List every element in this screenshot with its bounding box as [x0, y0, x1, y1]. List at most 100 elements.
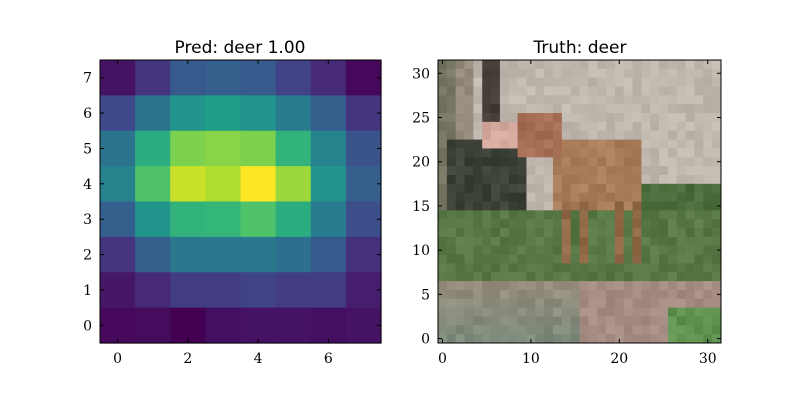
image-pixel	[526, 254, 536, 264]
image-pixel	[703, 298, 713, 309]
image-pixel	[438, 298, 448, 309]
image-pixel	[703, 95, 713, 105]
image-pixel	[641, 228, 651, 238]
image-pixel	[667, 236, 678, 247]
image-pixel	[570, 86, 580, 96]
image-pixel	[588, 174, 598, 185]
image-pixel	[597, 325, 607, 335]
image-pixel	[464, 86, 474, 96]
heatmap-cell	[240, 130, 277, 167]
image-pixel	[464, 289, 474, 300]
image-pixel	[685, 219, 695, 229]
image-pixel	[491, 148, 501, 158]
image-pixel	[614, 281, 625, 291]
image-pixel	[667, 104, 678, 114]
image-pixel	[641, 139, 651, 149]
heatmap-cell	[345, 236, 382, 273]
image-pixel	[676, 272, 687, 282]
image-pixel	[482, 60, 492, 70]
image-pixel	[606, 236, 616, 247]
y-tick-label: 7	[83, 71, 92, 87]
image-pixel	[614, 68, 625, 79]
image-pixel	[552, 210, 563, 220]
image-pixel	[455, 148, 466, 158]
image-pixel	[588, 183, 598, 194]
heatmap-cell	[240, 95, 277, 132]
x-tick-label: 2	[183, 351, 192, 367]
image-pixel	[659, 281, 669, 291]
image-pixel	[694, 130, 704, 141]
image-pixel	[455, 192, 466, 202]
image-pixel	[614, 298, 625, 309]
image-pixel	[597, 281, 607, 291]
image-pixel	[464, 148, 474, 158]
image-pixel	[508, 174, 519, 185]
image-pixel	[676, 148, 687, 158]
image-pixel	[597, 157, 607, 167]
image-pixel	[667, 228, 678, 238]
image-pixel	[438, 307, 448, 317]
image-pixel	[499, 272, 510, 282]
image-pixel	[667, 139, 678, 149]
image-pixel	[508, 139, 519, 149]
y-tick-label: 30	[412, 66, 430, 82]
image-pixel	[676, 219, 687, 229]
image-pixel	[606, 192, 616, 202]
image-pixel	[650, 77, 660, 88]
image-pixel	[517, 219, 527, 229]
y-tick-label: 5	[83, 141, 92, 157]
image-pixel	[650, 104, 660, 114]
image-pixel	[561, 325, 572, 335]
image-pixel	[561, 289, 572, 300]
image-pixel	[579, 210, 589, 220]
image-pixel	[676, 183, 687, 194]
image-pixel	[473, 121, 483, 132]
image-pixel	[517, 113, 527, 123]
image-pixel	[676, 174, 687, 185]
image-pixel	[614, 148, 625, 158]
image-pixel	[438, 139, 448, 149]
heatmap-cell	[310, 201, 347, 238]
heatmap-cell	[275, 307, 312, 344]
image-pixel	[446, 68, 457, 79]
image-pixel	[694, 86, 704, 96]
image-pixel	[552, 60, 563, 70]
image-pixel	[552, 281, 563, 291]
image-pixel	[464, 219, 474, 229]
image-pixel	[464, 334, 474, 344]
image-pixel	[544, 263, 554, 273]
image-pixel	[446, 228, 457, 238]
image-pixel	[446, 219, 457, 229]
image-pixel	[597, 272, 607, 282]
image-pixel	[526, 113, 536, 123]
image-pixel	[535, 228, 545, 238]
image-pixel	[535, 104, 545, 114]
image-pixel	[438, 121, 448, 132]
image-pixel	[632, 157, 642, 167]
image-pixel	[623, 307, 634, 317]
image-pixel	[632, 104, 642, 114]
image-pixel	[446, 130, 457, 141]
image-pixel	[464, 316, 474, 326]
heatmap-cell	[205, 236, 242, 273]
image-pixel	[552, 289, 563, 300]
image-pixel	[446, 307, 457, 317]
image-pixel	[535, 60, 545, 70]
image-pixel	[464, 245, 474, 256]
image-pixel	[526, 334, 536, 344]
image-pixel	[641, 281, 651, 291]
image-pixel	[508, 334, 519, 344]
image-pixel	[659, 86, 669, 96]
image-pixel	[703, 148, 713, 158]
image-pixel	[561, 192, 572, 202]
image-pixel	[464, 95, 474, 105]
image-pixel	[703, 130, 713, 141]
image-pixel	[526, 272, 536, 282]
image-pixel	[561, 104, 572, 114]
image-pixel	[526, 289, 536, 300]
image-pixel	[491, 113, 501, 123]
image-pixel	[606, 228, 616, 238]
heatmap-cell	[275, 272, 312, 309]
image-pixel	[508, 130, 519, 141]
x-tick-label: 0	[113, 351, 122, 367]
